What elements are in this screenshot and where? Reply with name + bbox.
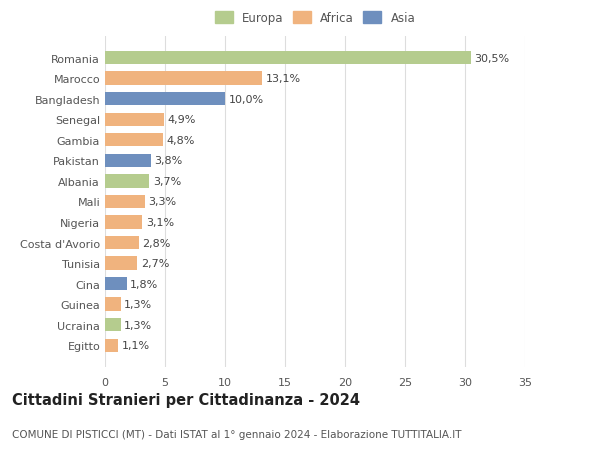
Bar: [105, 216, 142, 229]
Bar: [105, 298, 121, 311]
Text: 2,7%: 2,7%: [141, 258, 169, 269]
Bar: [105, 113, 164, 127]
Text: 3,1%: 3,1%: [146, 218, 174, 228]
Bar: [105, 257, 137, 270]
Text: 3,3%: 3,3%: [148, 197, 176, 207]
Text: 10,0%: 10,0%: [229, 95, 264, 104]
Text: 13,1%: 13,1%: [266, 74, 301, 84]
Bar: [105, 72, 262, 85]
Bar: [105, 236, 139, 250]
Text: COMUNE DI PISTICCI (MT) - Dati ISTAT al 1° gennaio 2024 - Elaborazione TUTTITALI: COMUNE DI PISTICCI (MT) - Dati ISTAT al …: [12, 429, 461, 439]
Bar: [105, 277, 127, 291]
Text: 3,8%: 3,8%: [154, 156, 182, 166]
Bar: [105, 134, 163, 147]
Text: 4,8%: 4,8%: [166, 135, 194, 146]
Text: 3,7%: 3,7%: [153, 176, 181, 186]
Text: Cittadini Stranieri per Cittadinanza - 2024: Cittadini Stranieri per Cittadinanza - 2…: [12, 392, 360, 408]
Text: 30,5%: 30,5%: [475, 53, 510, 63]
Bar: [105, 154, 151, 168]
Text: 1,3%: 1,3%: [124, 300, 152, 309]
Text: 1,1%: 1,1%: [122, 341, 150, 351]
Bar: [105, 175, 149, 188]
Bar: [105, 195, 145, 209]
Bar: [105, 52, 471, 65]
Bar: [105, 339, 118, 352]
Legend: Europa, Africa, Asia: Europa, Africa, Asia: [212, 10, 418, 28]
Text: 1,8%: 1,8%: [130, 279, 158, 289]
Text: 4,9%: 4,9%: [167, 115, 196, 125]
Text: 2,8%: 2,8%: [142, 238, 170, 248]
Text: 1,3%: 1,3%: [124, 320, 152, 330]
Bar: [105, 319, 121, 332]
Bar: [105, 93, 225, 106]
